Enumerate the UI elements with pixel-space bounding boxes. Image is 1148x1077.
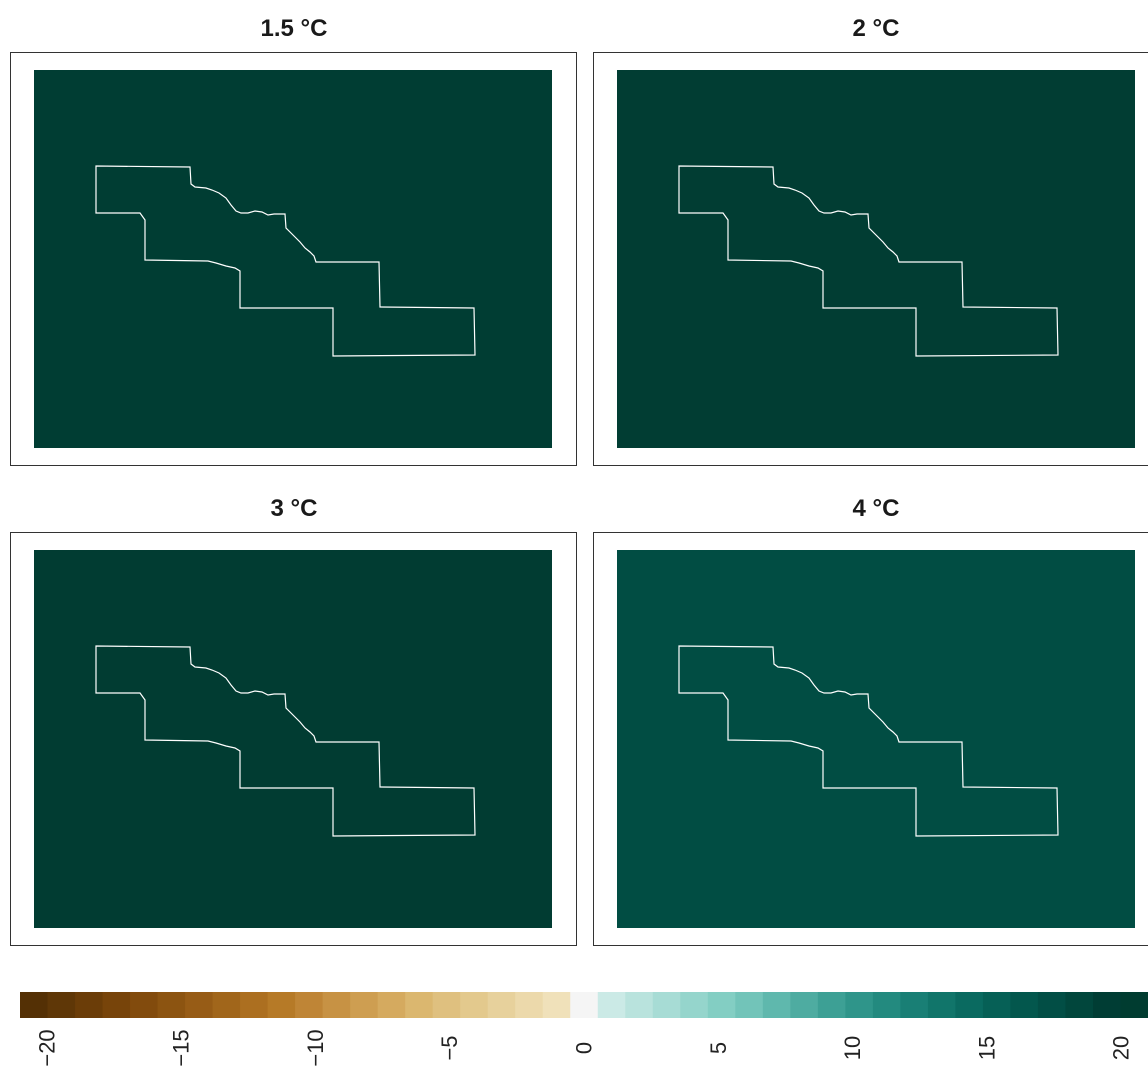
colorbar-tick-label: −20 [34, 1029, 59, 1066]
colorbar-swatch [487, 992, 516, 1018]
colorbar-swatch [652, 992, 681, 1018]
colorbar-swatch [900, 992, 929, 1018]
colorbar-swatch [570, 992, 599, 1018]
map-fill [34, 70, 552, 448]
colorbar-swatch [102, 992, 131, 1018]
colorbar-swatch [597, 992, 626, 1018]
colorbar-swatch [295, 992, 324, 1018]
colorbar-swatch [872, 992, 901, 1018]
map-fill [34, 550, 552, 928]
colorbar-swatch [1065, 992, 1094, 1018]
panel-title: 4 °C [853, 495, 900, 522]
colorbar-swatch [542, 992, 571, 1018]
colorbar-swatch [460, 992, 489, 1018]
panel-3c: 3 °C [10, 495, 577, 946]
panel-title: 1.5 °C [261, 15, 328, 42]
colorbar-tick-label: 5 [706, 1042, 731, 1054]
colorbar-swatch [350, 992, 379, 1018]
colorbar-swatch [130, 992, 159, 1018]
panel-title: 2 °C [853, 15, 900, 42]
colorbar-swatch [432, 992, 461, 1018]
colorbar-swatch [1037, 992, 1067, 1018]
colorbar-swatch [845, 992, 874, 1018]
colorbar-tick-label: −10 [303, 1029, 328, 1066]
colorbar-swatch [405, 992, 434, 1018]
panel-title: 3 °C [271, 495, 318, 522]
colorbar-swatch [157, 992, 186, 1018]
colorbar-swatch [20, 992, 49, 1018]
colorbar-ticks: −20 −15 −10 −5 0 5 10 15 20 [34, 1029, 1133, 1066]
colorbar-swatch [515, 992, 544, 1018]
colorbar-swatch [75, 992, 104, 1018]
colorbar-swatch [1010, 992, 1039, 1018]
colorbar-swatch [377, 992, 406, 1018]
map-fill [617, 70, 1135, 448]
colorbar-swatch [762, 992, 791, 1018]
colorbar-swatch [982, 992, 1012, 1018]
panel-2c: 2 °C [593, 15, 1148, 466]
colorbar-swatch [47, 992, 76, 1018]
colorbar-swatch [625, 992, 654, 1018]
colorbar-tick-label: −5 [437, 1035, 462, 1060]
colorbar-swatch [322, 992, 351, 1018]
colorbar-swatch [185, 992, 214, 1018]
colorbar-swatch [1092, 992, 1122, 1018]
colorbar-swatch [212, 992, 241, 1018]
colorbar-swatch [707, 992, 736, 1018]
colorbar-swatch [267, 992, 296, 1018]
colorbar-swatch [240, 992, 269, 1018]
colorbar-swatch [1120, 992, 1148, 1018]
colorbar-swatch [955, 992, 984, 1018]
colorbar-tick-label: 15 [974, 1036, 999, 1060]
colorbar-swatch [680, 992, 709, 1018]
panel-4c: 4 °C [593, 495, 1148, 946]
colorbar-tick-label: 20 [1109, 1036, 1134, 1060]
colorbar-swatch [735, 992, 764, 1018]
colorbar-swatch [927, 992, 957, 1018]
colorbar-swatches [20, 992, 1148, 1018]
colorbar-swatch [817, 992, 846, 1018]
colorbar-swatch [790, 992, 819, 1018]
colorbar-tick-label: −15 [169, 1029, 194, 1066]
panel-1-5c: 1.5 °C [10, 15, 577, 466]
colorbar: −20 −15 −10 −5 0 5 10 15 20 [20, 992, 1148, 1067]
colorbar-tick-label: 10 [840, 1036, 865, 1060]
colorbar-tick-label: 0 [572, 1042, 597, 1054]
map-fill [617, 550, 1135, 928]
